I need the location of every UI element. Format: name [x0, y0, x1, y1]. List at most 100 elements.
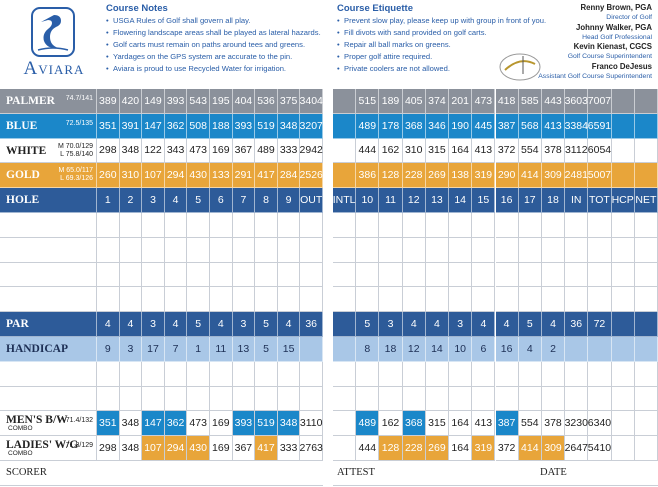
score-cell: 2481 [565, 163, 589, 189]
score-cell [611, 361, 635, 387]
score-cell: 378 [541, 138, 566, 164]
score-cell [210, 287, 233, 313]
score-cell: 3384 [565, 113, 589, 139]
score-cell: 5410 [588, 436, 612, 461]
bullet-text: Yardages on the GPS system are accurate … [113, 52, 293, 61]
score-cell [379, 287, 403, 313]
score-cell [565, 337, 589, 362]
score-cell: 378 [541, 411, 566, 437]
score-cell [119, 262, 143, 288]
score-cell: 228 [402, 436, 426, 461]
score-cell: 18 [379, 337, 403, 362]
score-cell [634, 436, 658, 461]
score-cell: 309 [541, 163, 566, 189]
score-cell: 473 [187, 411, 210, 437]
row-name: LADIES' W/G [6, 439, 79, 452]
score-cell [402, 213, 426, 238]
footer-label: SCORER [6, 467, 47, 478]
row-rating: M 70.0/129 L 75.8/140 [58, 143, 93, 159]
score-cell [611, 237, 635, 263]
bullet-item: • USGA Rules of Golf shall govern all pla… [106, 16, 321, 28]
score-cell [333, 436, 357, 461]
score-cell [356, 361, 380, 387]
score-cell [164, 213, 188, 238]
score-cell [119, 287, 143, 313]
score-cell: 2526 [300, 163, 323, 189]
row-label-cell [0, 386, 97, 412]
score-cell [634, 113, 658, 139]
score-cell: 72 [588, 312, 612, 337]
score-cell [611, 213, 635, 238]
rating-line: 71.4/132 [65, 417, 93, 425]
score-cell: 4 [210, 312, 233, 337]
score-cell [565, 213, 589, 238]
score-cell [97, 237, 120, 263]
etiquette-title: Course Etiquette [337, 3, 414, 14]
score-cell: 6340 [588, 411, 612, 437]
score-cell [449, 386, 473, 412]
score-cell: 362 [164, 411, 188, 437]
score-cell: 5 [187, 312, 210, 337]
score-cell: 138 [449, 163, 473, 189]
score-cell: OUT [300, 188, 323, 213]
score-cell [495, 361, 519, 387]
staff-name: Kevin Kienast, CGCS [573, 42, 652, 51]
score-cell: 375 [277, 89, 301, 114]
score-cell: TOT [588, 188, 612, 213]
bullet: • [337, 40, 340, 49]
score-cell [611, 312, 635, 337]
score-cell: 169 [210, 138, 233, 164]
score-cell [300, 361, 323, 387]
score-cell: 444 [356, 436, 380, 461]
score-cell [255, 287, 278, 313]
score-cell [541, 213, 566, 238]
score-cell [232, 361, 256, 387]
score-cell [425, 237, 450, 263]
score-cell [425, 213, 450, 238]
score-cell: 3 [119, 337, 143, 362]
rating-line: L 69.3/126 [60, 175, 93, 183]
score-cell [518, 237, 542, 263]
score-cell: 374 [425, 89, 450, 114]
bullet-item: • Yardages on the GPS system are accurate… [106, 52, 321, 64]
score-cell: 319 [472, 163, 496, 189]
score-cell [379, 361, 403, 387]
score-cell: 348 [277, 411, 301, 437]
score-cell: 5 [255, 337, 278, 362]
bullet-item: • Golf carts must remain on paths around … [106, 40, 321, 52]
score-cell: 387 [495, 411, 519, 437]
score-cell [333, 138, 357, 164]
logo-icon [31, 7, 75, 57]
bullet-text: Private coolers are not allowed. [344, 64, 450, 73]
score-cell [402, 287, 426, 313]
score-cell [518, 262, 542, 288]
score-cell: 445 [472, 113, 496, 139]
rating-line: 72.5/135 [65, 119, 93, 127]
bullet: • [337, 16, 340, 25]
score-cell: 11 [210, 337, 233, 362]
score-cell [425, 361, 450, 387]
row-label-cell: BLUE 72.5/135 [0, 113, 97, 139]
score-cell: 418 [495, 89, 519, 114]
score-cell [565, 237, 589, 263]
score-cell: 4 [402, 312, 426, 337]
score-cell [495, 237, 519, 263]
score-cell [379, 386, 403, 412]
score-cell: 7007 [588, 89, 612, 114]
score-cell [300, 262, 323, 288]
score-cell: 169 [210, 411, 233, 437]
row-label-cell: MEN'S B/W COMBO 71.4/132 [0, 411, 97, 437]
score-cell [142, 237, 165, 263]
score-cell: 11 [379, 188, 403, 213]
score-cell: 15 [472, 188, 496, 213]
bullet-text: Proper golf attire required. [344, 52, 433, 61]
score-cell [449, 287, 473, 313]
row-label-cell [0, 287, 97, 313]
score-cell: 413 [472, 138, 496, 164]
score-cell [142, 287, 165, 313]
score-cell [187, 361, 210, 387]
score-cell: 362 [164, 113, 188, 139]
score-cell: 5007 [588, 163, 612, 189]
row-name: PALMER [6, 95, 55, 107]
bullet: • [337, 52, 340, 61]
